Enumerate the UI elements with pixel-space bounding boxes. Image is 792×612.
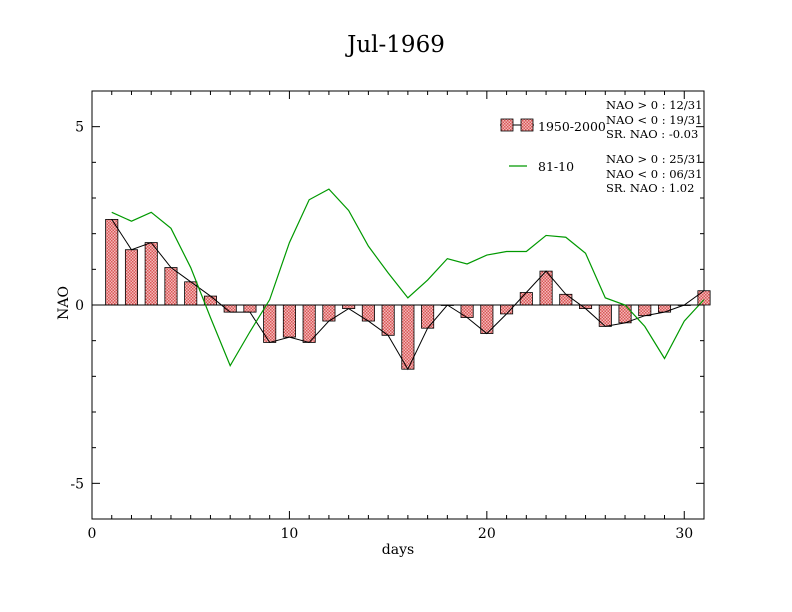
- legend-label-81-10: 81-10: [538, 159, 575, 174]
- stat-nao-negative: NAO < 0 : 19/31: [606, 112, 703, 127]
- x-tick-label: 20: [478, 526, 496, 542]
- bar-day-15: [381, 304, 395, 336]
- legend-stats-1950-2000: NAO > 0 : 12/31 NAO < 0 : 19/31 SR. NAO …: [606, 98, 702, 142]
- bar-series-connector-line: [111, 219, 705, 371]
- bar-day-4: [164, 267, 178, 306]
- bar-day-28: [638, 304, 652, 317]
- chart-title: Jul-1969: [347, 32, 445, 58]
- y-axis-ticks: -5 0 5: [70, 90, 704, 520]
- legend-swatch-1950-2000: [520, 118, 534, 132]
- bar-day-1: [105, 218, 119, 306]
- y-axis-label: NAO: [56, 286, 72, 320]
- bar-day-17: [421, 304, 435, 329]
- bar-day-10: [282, 304, 296, 338]
- bar-day-3: [144, 242, 158, 306]
- x-tick-label: 10: [281, 526, 299, 542]
- bar-day-8: [243, 304, 257, 313]
- x-tick-label: 0: [88, 526, 97, 542]
- bar-day-6: [203, 295, 217, 306]
- bar-day-31: [697, 290, 711, 306]
- bar-day-11: [302, 304, 316, 343]
- stat-sr-nao: SR. NAO : -0.03: [606, 127, 699, 141]
- line-series-81-10: [111, 188, 705, 367]
- y-tick-label: 5: [75, 120, 84, 136]
- stat-nao-positive: NAO > 0 : 25/31: [606, 152, 703, 166]
- stat-nao-positive: NAO > 0 : 12/31: [606, 98, 703, 112]
- legend-label-1950-2000: 1950-2000: [538, 119, 606, 134]
- bar-day-27: [618, 304, 632, 324]
- stat-sr-nao: SR. NAO : 1.02: [606, 181, 695, 195]
- y-tick-label: -5: [70, 476, 84, 492]
- x-axis-ticks: 0 10 20 30: [88, 91, 705, 542]
- stat-nao-negative: NAO < 0 : 06/31: [606, 166, 703, 181]
- y-tick-label: 0: [75, 298, 84, 314]
- x-axis-label: days: [381, 542, 415, 558]
- bar-day-24: [559, 293, 573, 306]
- bar-day-22: [519, 292, 533, 306]
- bar-day-19: [460, 304, 474, 318]
- bar-day-9: [263, 304, 277, 343]
- x-tick-label: 30: [675, 526, 693, 542]
- legend-swatch-1950-2000: [500, 118, 514, 132]
- legend-marks: [500, 118, 534, 167]
- legend-stats-81-10: NAO > 0 : 25/31 NAO < 0 : 06/31 SR. NAO …: [606, 152, 702, 196]
- bar-series-1950-2000: [105, 218, 711, 370]
- bar-day-2: [124, 249, 139, 306]
